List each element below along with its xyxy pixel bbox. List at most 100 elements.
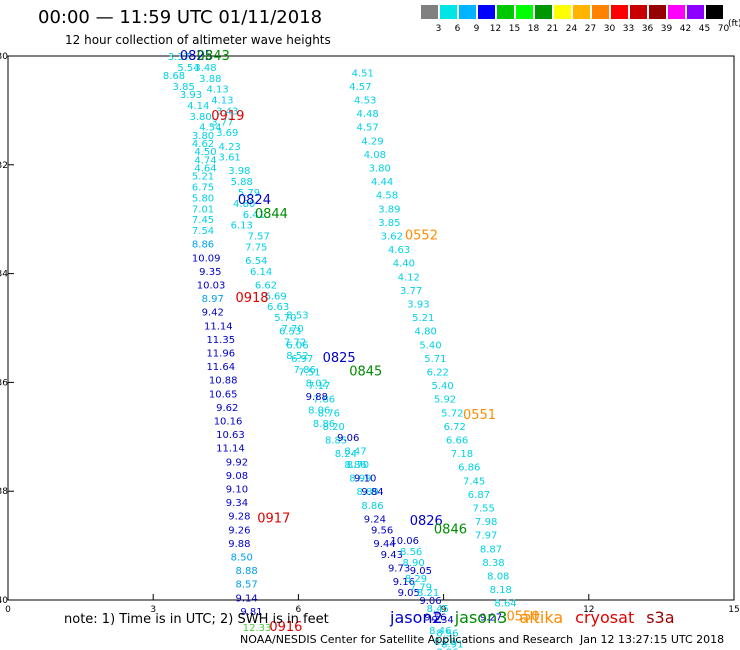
wave-height-label: 4.62 [192,139,214,150]
wave-height-label: 8.08 [487,572,509,583]
wave-height-label: 6.14 [250,267,272,278]
wave-height-label: 5.40 [432,381,454,392]
wave-height-label: 4.57 [349,82,371,93]
wave-height-label: 8.90 [402,558,424,569]
y-tick-label: -30 [0,52,8,62]
scale-label: 33 [622,24,635,34]
scale-label: 30 [603,24,616,34]
wave-height-label: 3.61 [219,153,241,164]
wave-height-label: 5.80 [192,193,214,204]
wave-height-label: 8.50 [231,552,253,563]
scale-swatch [592,5,609,19]
wave-height-label: 11.96 [206,348,235,359]
wave-height-label: 4.12 [398,272,420,283]
chart-subtitle: 12 hour collection of altimeter wave hei… [65,33,331,47]
wave-height-label: 9.56 [371,525,393,536]
wave-height-label: 8.70 [347,460,369,471]
wave-height-label: 5.71 [424,354,446,365]
scale-label: 70 [717,24,730,34]
satellite-legend: jason2 jason3 altika cryosat s3a [390,608,687,627]
track-time-label: 0845 [349,365,382,380]
wave-height-label: 5.72 [441,408,463,419]
wave-height-label: 9.92 [226,457,248,468]
scale-swatch [440,5,457,19]
wave-height-label: 4.80 [233,199,255,210]
track-time-label: 0550 [507,609,540,624]
wave-height-label: 6.66 [446,436,468,447]
wave-height-label: 3.69 [216,128,238,139]
wave-height-label: 9.05 [410,566,432,577]
wave-height-label: 3.88 [199,74,221,85]
wave-height-label: 8.86 [313,419,335,430]
wave-height-label: 8.68 [163,71,185,82]
satellite-legend-item: jason3 [454,608,508,627]
scale-swatch [459,5,476,19]
x-tick-label: 0 [5,605,11,615]
plot-frame [7,55,735,601]
scale-swatch [478,5,495,19]
wave-height-label: 8.53 [286,310,308,321]
wave-height-label: 9.16 [393,577,415,588]
satellite-legend-item: s3a [646,608,675,627]
wave-height-label: 9.10 [354,474,376,485]
wave-height-label: 9.34 [432,615,454,626]
wave-height-label: 8.85 [325,436,347,447]
wave-height-label: 8.64 [494,599,516,610]
wave-height-label: 9.88 [228,539,250,550]
wave-height-label: 7.17 [308,381,330,392]
wave-height-label: 7.86 [313,395,335,406]
wave-height-label: 4.63 [388,245,410,256]
wave-height-label: 8.47 [344,446,366,457]
wave-height-label: 10.65 [209,389,238,400]
wave-height-label: 8.97 [202,294,224,305]
scale-label: 45 [698,24,711,34]
footer-timestamp: Jan 12 13:27:15 UTC 2018 [580,633,725,646]
wave-height-label: 9.35 [199,267,221,278]
wave-height-label: 9.28 [228,512,250,523]
wave-height-label: 4.44 [371,177,393,188]
wave-height-label: 3.48 [194,63,216,74]
wave-height-label: 11.35 [206,335,235,346]
wave-height-label: 8.24 [335,449,357,460]
wave-height-label: 6.41 [243,210,265,221]
wave-height-label: 9.14 [235,593,257,604]
scale-label: 39 [660,24,673,34]
wave-height-label: 6.13 [231,221,253,232]
scale-label: 9 [473,24,480,34]
wave-height-label: 7.55 [473,504,495,515]
x-tick-label: 15 [728,605,739,615]
wave-height-label: 5.92 [434,395,456,406]
scale-swatch [706,5,723,19]
wave-height-label: 6.62 [255,280,277,291]
scale-swatch [421,5,438,19]
scale-label: 42 [679,24,692,34]
scale-unit: (ft) [728,19,740,29]
wave-height-label: 8.45 [427,604,449,615]
wave-height-label: 7.72 [284,338,306,349]
wave-height-label: 9.08 [226,471,248,482]
wave-height-label: 3.62 [381,232,403,243]
wave-height-label: 4.23 [219,142,241,153]
scale-label: 6 [454,24,461,34]
wave-height-label: 9.44 [373,539,395,550]
wave-height-label: 9.73 [388,563,410,574]
wave-height-label: 8.52 [286,351,308,362]
track-time-label: 0552 [405,229,438,244]
y-tick-label: -38 [0,487,8,497]
wave-height-label: 9.24 [364,514,386,525]
scale-label: 21 [546,24,559,34]
wave-height-label: 8.89 [356,487,378,498]
wave-height-label: 7.97 [475,531,497,542]
wave-height-label: 7.79 [410,582,432,593]
wave-height-label: 10.88 [209,376,238,387]
wave-height-label: 5.40 [419,340,441,351]
data-points: 3.375.548.683.853.934.143.804.543.804.62… [163,49,540,650]
wave-height-label: 8.86 [344,460,366,471]
wave-height-label: 3.77 [400,286,422,297]
wave-height-label: 4.57 [356,123,378,134]
footer-credit: NOAA/NESDIS Center for Satellite Applica… [240,633,574,646]
wave-height-label: 7.86 [294,365,316,376]
wave-height-label: 7.45 [463,476,485,487]
wave-height-label: 7.98 [475,517,497,528]
wave-height-label: 8.56 [436,629,458,640]
